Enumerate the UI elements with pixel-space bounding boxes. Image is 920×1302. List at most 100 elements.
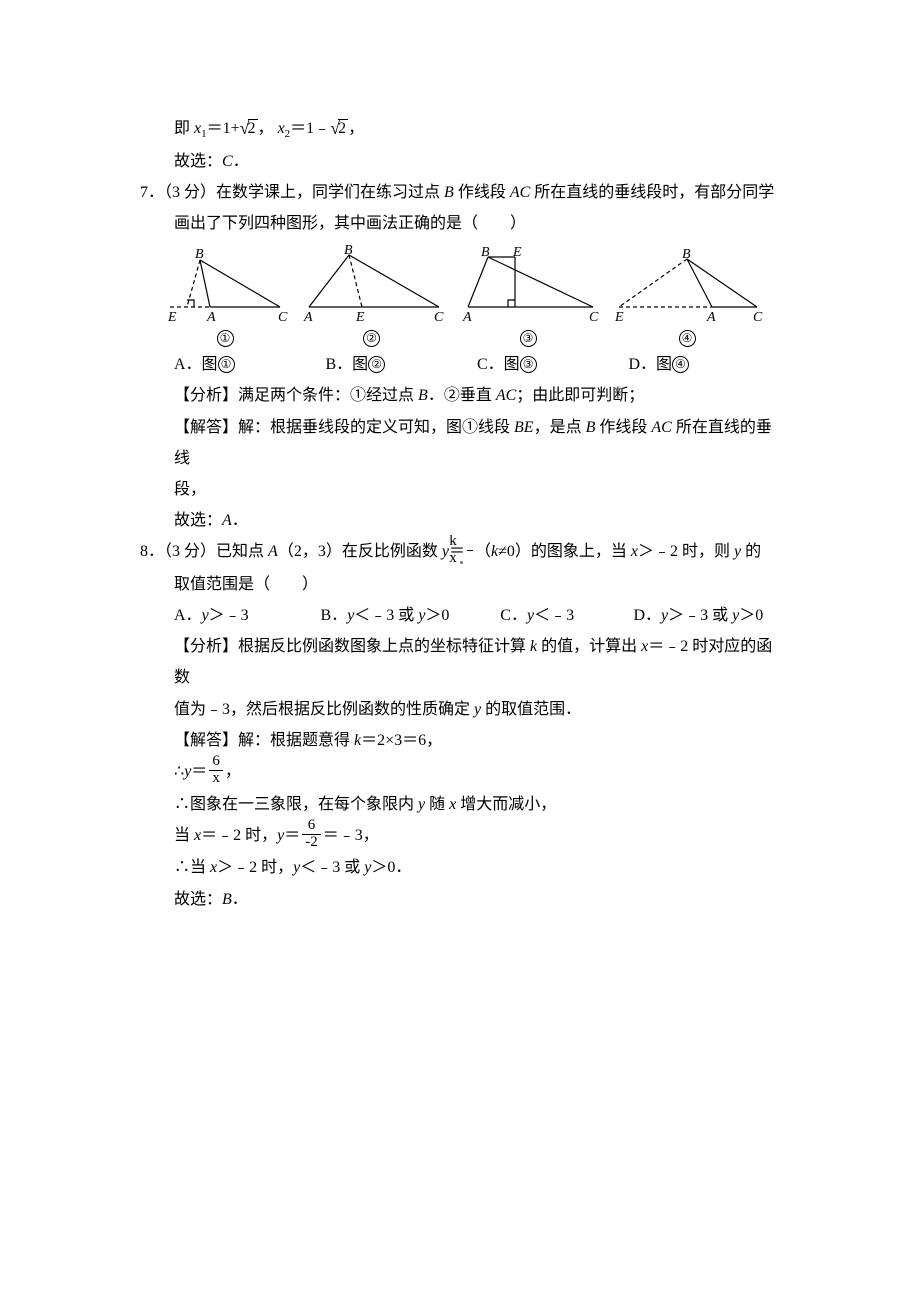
t: ＞0 [739, 607, 763, 624]
fig-1: B E A C ① [160, 245, 290, 347]
t: ＝2×3＝6， [361, 732, 442, 749]
c: ② [368, 356, 385, 373]
t: ＞﹣2 时，则 [638, 543, 734, 560]
t: B． [321, 607, 348, 624]
t: D．图 [629, 356, 673, 373]
t: D． [633, 607, 661, 624]
q7-sol-line1: 【解答】解：根据垂线段的定义可知，图①线段 BE，是点 B 作线段 AC 所在直… [140, 412, 780, 474]
tag: 【分析】 [174, 387, 238, 404]
q6-line-roots: 即 x1＝1+2， x2＝1﹣2， [140, 110, 780, 146]
svg-text:C: C [278, 310, 288, 325]
t: 随 [425, 796, 449, 813]
t: 的值，计算出 [537, 638, 641, 655]
t: 所在直线的垂线段时，有部分同学 [530, 184, 774, 201]
t: 根据反比例函数图象上点的坐标特征计算 [238, 638, 530, 655]
t: ≠0）的图象上，当 [498, 543, 631, 560]
var-x2: x [278, 120, 285, 137]
t: ＞﹣2 时， [217, 859, 293, 876]
ans-post: ． [232, 512, 248, 529]
t: ＜﹣3 或 [300, 859, 364, 876]
t: 段， [174, 481, 206, 498]
q7-number: 7．（3 分） [140, 184, 216, 201]
v: y [202, 607, 209, 624]
eq: ＝ [284, 827, 300, 844]
svg-text:C: C [753, 310, 763, 325]
frac-kx: kx [467, 534, 473, 567]
frac-6m2: 6-2 [302, 818, 321, 851]
q7-analysis: 【分析】满足两个条件：①经过点 B．②垂直 AC；由此即可判断； [140, 380, 780, 411]
t: ∴ [174, 763, 184, 780]
q8-sol-line2: ∴y＝6x， [140, 756, 780, 789]
ans-pre: 故选： [174, 153, 222, 170]
q7-sol-line2: 段， [140, 474, 780, 505]
cap-3: ③ [453, 330, 603, 347]
sqrt2b: 2 [330, 110, 348, 145]
q8-sol-line4: 当 x＝﹣2 时，y＝6-2＝﹣3， [140, 820, 780, 853]
t: ， [225, 763, 241, 780]
q8-number: 8．（3 分） [140, 543, 216, 560]
t: 已知点 [216, 543, 268, 560]
opt-b: B．y＜﹣3 或 y＞0 [321, 600, 501, 631]
q7-stem-line2: 画出了下列四种图形，其中画法正确的是（ ） [140, 208, 780, 239]
ans: A [222, 512, 232, 529]
eq2: ＝1﹣ [290, 120, 330, 137]
t: 解：根据垂线段的定义可知，图①线段 [238, 419, 514, 436]
t: ＜﹣3 [534, 607, 574, 624]
t: ∴图象在一三象限，在每个象限内 [174, 796, 418, 813]
opt-d: D．y＞﹣3 或 y＞0 [633, 600, 780, 631]
opt-c: C．y＜﹣3 [500, 600, 633, 631]
t: ∴当 [174, 859, 210, 876]
svg-text:E: E [167, 310, 177, 325]
t: 取值范围是（ ） [174, 576, 318, 593]
q7-options: A．图① B．图② C．图③ D．图④ [140, 349, 780, 380]
frac-6x: 6x [209, 754, 223, 787]
svg-text:A: A [303, 310, 313, 325]
t: A．图 [174, 356, 218, 373]
ans-pre: 故选： [174, 512, 222, 529]
v: k [491, 543, 498, 560]
fig-4-svg: B E A C [607, 245, 767, 330]
ans: C [222, 153, 233, 170]
fig-3: B E A C ③ [453, 245, 603, 347]
t: ，是点 [534, 419, 586, 436]
q8-stem-line1: 8．（3 分）已知点 A（2，3）在反比例函数 y＝kx（k≠0）的图象上，当 … [140, 536, 780, 569]
t: 在数学课上，同学们在练习过点 [216, 184, 444, 201]
t: ＞0． [371, 859, 411, 876]
svg-text:E: E [512, 245, 522, 260]
v: y [442, 543, 449, 560]
tag: 【解答】 [174, 732, 238, 749]
sqrt2a: 2 [240, 110, 258, 145]
t: 的取值范围． [481, 701, 581, 718]
svg-text:A: A [206, 310, 216, 325]
fig-4: B E A C ④ [607, 245, 767, 347]
ans-post: ． [232, 891, 248, 908]
t: 当 [174, 827, 194, 844]
t: ＝﹣2 时， [201, 827, 277, 844]
tag: 【分析】 [174, 638, 238, 655]
v: x [631, 543, 638, 560]
fig-2: B A E C ② [294, 245, 449, 347]
svg-text:C: C [434, 310, 444, 325]
t: ．②垂直 [428, 387, 496, 404]
tag: 【解答】 [174, 419, 238, 436]
q8-sol-line3: ∴图象在一三象限，在每个象限内 y 随 x 增大而减小， [140, 789, 780, 820]
q8-sol-line1: 【解答】解：根据题意得 k＝2×3＝6， [140, 725, 780, 756]
t: ＞﹣3 或 [668, 607, 732, 624]
fig-2-svg: B A E C [294, 245, 449, 330]
fig-1-svg: B E A C [160, 245, 290, 330]
t: B．图 [326, 356, 369, 373]
ans: B [222, 891, 232, 908]
v: AC [510, 184, 530, 201]
t: 值为﹣3，然后根据反比例函数的性质确定 [174, 701, 474, 718]
t: C．图 [477, 356, 520, 373]
svg-text:B: B [481, 245, 490, 260]
comma: ， [258, 120, 274, 137]
q8-options: A．y＞﹣3 B．y＜﹣3 或 y＞0 C．y＜﹣3 D．y＞﹣3 或 y＞0 [140, 600, 780, 631]
opt-b: B．图② [326, 349, 478, 380]
t: ；由此即可判断； [516, 387, 644, 404]
q8-answer: 故选：B． [140, 884, 780, 915]
t: ＞0 [425, 607, 449, 624]
end: ， [348, 120, 364, 137]
fig-3-svg: B E A C [453, 245, 603, 330]
c: ③ [520, 356, 537, 373]
